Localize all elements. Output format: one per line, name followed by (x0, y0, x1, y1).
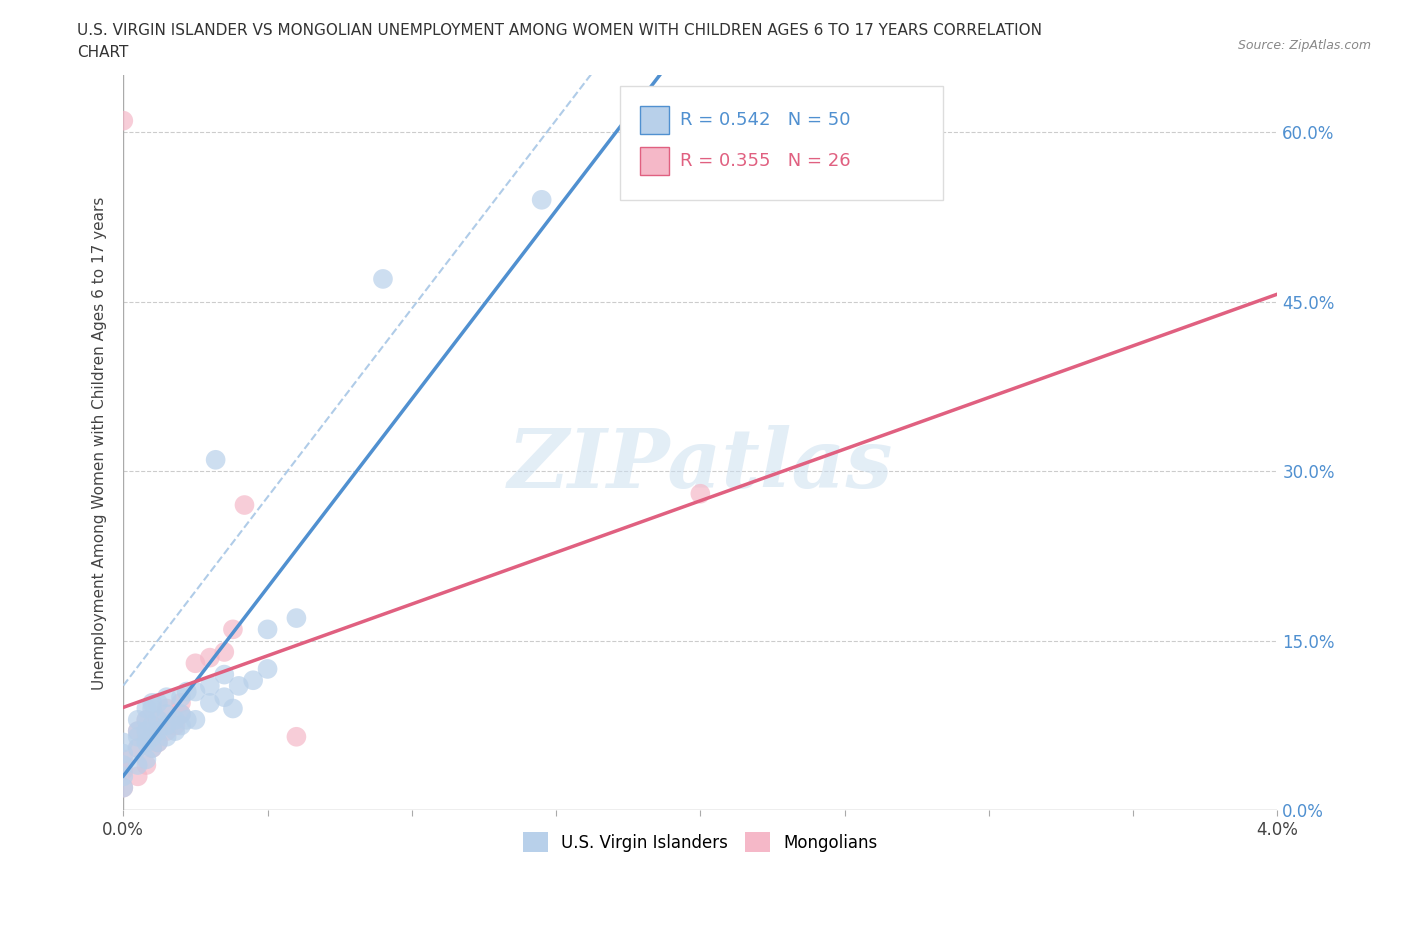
Point (135, 724, 157, 738)
Point (141, 729, 163, 744)
Point (222, 701, 245, 716)
Text: ZIPatlas: ZIPatlas (508, 425, 893, 505)
Point (285, 729, 308, 744)
Point (155, 707, 177, 722)
FancyBboxPatch shape (620, 86, 942, 200)
Point (112, 769, 135, 784)
Text: CHART: CHART (77, 45, 129, 60)
Point (214, 690, 236, 705)
Point (127, 724, 149, 738)
FancyBboxPatch shape (640, 106, 669, 134)
Point (214, 667, 236, 682)
Point (141, 701, 163, 716)
Point (127, 740, 149, 755)
Point (233, 498, 256, 512)
Point (127, 724, 149, 738)
Point (135, 752, 157, 767)
Point (141, 740, 163, 755)
Point (141, 740, 163, 755)
Point (256, 661, 278, 676)
Point (204, 452, 226, 467)
Text: Source: ZipAtlas.com: Source: ZipAtlas.com (1237, 39, 1371, 52)
Point (155, 729, 177, 744)
Point (112, 758, 135, 773)
Point (135, 701, 157, 716)
Point (155, 701, 177, 716)
Point (165, 712, 187, 727)
Point (155, 718, 177, 733)
Point (135, 712, 157, 727)
Point (135, 729, 157, 744)
Point (146, 712, 169, 727)
FancyBboxPatch shape (640, 147, 669, 175)
Point (198, 679, 221, 694)
Point (170, 696, 193, 711)
Point (112, 735, 135, 750)
Point (176, 712, 198, 727)
Point (127, 758, 149, 773)
Point (141, 718, 163, 733)
Point (198, 696, 221, 711)
Legend: U.S. Virgin Islanders, Mongolians: U.S. Virgin Islanders, Mongolians (515, 824, 886, 860)
Point (184, 656, 207, 671)
Y-axis label: Unemployment Among Women with Children Ages 6 to 17 years: Unemployment Among Women with Children A… (93, 196, 107, 689)
Point (170, 690, 193, 705)
Point (127, 712, 149, 727)
Point (184, 712, 207, 727)
Text: R = 0.542   N = 50: R = 0.542 N = 50 (679, 112, 851, 129)
Point (146, 696, 169, 711)
Point (256, 622, 278, 637)
Point (285, 611, 308, 626)
Point (135, 735, 157, 750)
Point (371, 272, 394, 286)
Point (170, 707, 193, 722)
Point (170, 718, 193, 733)
Point (198, 650, 221, 665)
Point (135, 758, 157, 773)
Point (155, 690, 177, 705)
Point (530, 193, 553, 207)
Text: R = 0.355   N = 26: R = 0.355 N = 26 (679, 152, 851, 169)
Point (165, 724, 187, 738)
Point (127, 769, 149, 784)
Point (146, 735, 169, 750)
Point (141, 696, 163, 711)
Point (155, 724, 177, 738)
Point (222, 622, 245, 637)
Point (127, 729, 149, 744)
Point (170, 707, 193, 722)
Point (689, 486, 711, 501)
Point (135, 712, 157, 727)
Point (146, 735, 169, 750)
Point (184, 684, 207, 699)
Point (214, 644, 236, 659)
Point (112, 752, 135, 767)
Text: U.S. VIRGIN ISLANDER VS MONGOLIAN UNEMPLOYMENT AMONG WOMEN WITH CHILDREN AGES 6 : U.S. VIRGIN ISLANDER VS MONGOLIAN UNEMPL… (77, 23, 1042, 38)
Point (146, 724, 169, 738)
Point (141, 718, 163, 733)
Point (127, 740, 149, 755)
Point (112, 746, 135, 761)
Point (176, 684, 198, 699)
Point (146, 712, 169, 727)
Point (228, 679, 250, 694)
Point (165, 718, 187, 733)
Point (112, 780, 135, 795)
Point (242, 672, 264, 687)
Point (112, 780, 135, 795)
Point (112, 764, 135, 778)
Point (112, 113, 135, 128)
